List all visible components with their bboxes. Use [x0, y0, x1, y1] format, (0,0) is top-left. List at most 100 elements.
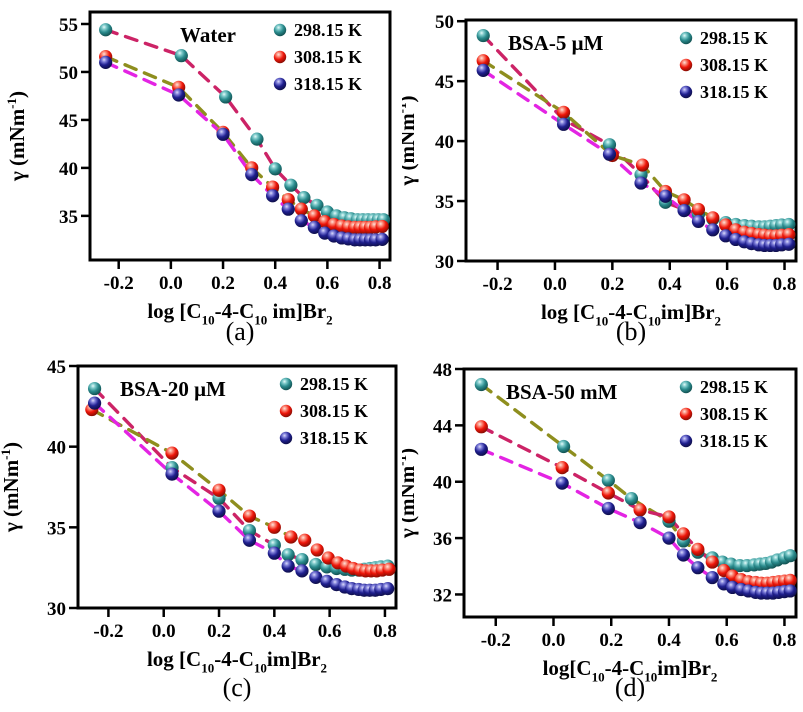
data-point — [719, 218, 733, 232]
data-point — [172, 88, 186, 102]
y-tick-label: 30 — [435, 252, 454, 273]
data-point — [307, 220, 321, 234]
data-point — [476, 63, 490, 77]
data-point — [556, 105, 571, 119]
data-point — [557, 439, 571, 454]
data-point — [633, 503, 647, 517]
y-axis-label: γ (mNm-1) — [402, 95, 419, 186]
trend-line-magenta — [481, 68, 715, 232]
data-point — [662, 510, 676, 524]
subplot-a-chart: -0.2 0.0 0.2 0.4 0.6 0.8 35 40 45 50 55 Water 298.15… — [4, 10, 392, 346]
y-tick-label: 36 — [433, 529, 452, 550]
data-point — [250, 132, 264, 146]
x-tick-label: -0.2 — [93, 621, 123, 642]
data-point — [635, 158, 650, 172]
x-tick-label: 0.8 — [773, 630, 797, 651]
legend-label: 308.15 K — [700, 404, 768, 424]
data-point — [624, 492, 639, 506]
x-tick-label: 0.2 — [599, 630, 623, 651]
data-point — [783, 584, 797, 598]
data-point — [474, 420, 488, 434]
legend-marker-298.15K — [679, 380, 693, 394]
trend-line-crimson — [479, 425, 714, 564]
legend-label: 298.15 K — [700, 28, 768, 48]
data-point — [295, 564, 309, 578]
x-tick-label: 0.4 — [263, 273, 287, 294]
y-tick-label: 45 — [435, 72, 454, 93]
subplot-a-title: Water — [180, 23, 236, 47]
subplot-a: -0.2 0.0 0.2 0.4 0.6 0.8 35 40 45 50 55 Water 298.15… — [0, 0, 401, 356]
data-point — [266, 189, 280, 203]
x-tick-label: 0.8 — [368, 273, 392, 294]
data-point — [294, 202, 308, 216]
data-point — [242, 523, 257, 538]
y-tick-label: 55 — [59, 15, 78, 36]
plot-frame — [76, 364, 398, 610]
data-point — [281, 202, 295, 216]
x-tick-label: 0.2 — [207, 621, 231, 642]
legend-label: 298.15 K — [300, 374, 368, 394]
legend-marker-298.15K — [679, 31, 693, 45]
series-points-318.15K — [87, 396, 395, 597]
x-tick-label: 0.2 — [600, 274, 624, 295]
data-point — [556, 117, 571, 131]
plot-frame — [88, 10, 392, 262]
data-point — [677, 204, 691, 218]
y-tick-label: 50 — [59, 63, 78, 84]
x-tick-label: 0.8 — [773, 274, 797, 295]
data-point — [658, 189, 673, 203]
legend-marker-308.15K — [679, 58, 693, 72]
y-tick-label: 30 — [47, 599, 66, 620]
x-axis-label: log [C10-4-C10im]Br2 — [541, 300, 721, 328]
x-tick-label: 0.0 — [152, 621, 176, 642]
data-point — [309, 557, 323, 572]
x-axis-label: log[C10-4-C10im]Br2 — [543, 656, 718, 684]
data-point — [242, 509, 257, 523]
subplot-b-caption: (b) — [616, 317, 646, 346]
data-point — [706, 223, 720, 237]
series-points-318.15K — [99, 55, 389, 247]
data-point — [267, 520, 281, 534]
x-tick-label: 0.8 — [373, 621, 397, 642]
data-point — [633, 515, 647, 530]
legend-label: 308.15 K — [300, 401, 368, 421]
subplot-b: -0.2 0.0 0.2 0.4 0.6 0.8 30 35 40 45 50 BSA-5 μM 298… — [394, 0, 803, 356]
x-tick-label: 0.4 — [657, 630, 681, 651]
y-tick-label: 32 — [433, 585, 452, 606]
legend-label: 318.15 K — [700, 82, 768, 102]
trend-line-magenta — [479, 447, 714, 580]
data-point — [691, 202, 706, 217]
y-tick-label: 40 — [47, 438, 66, 459]
legend-marker-308.15K — [279, 404, 293, 418]
legend-marker-298.15K — [279, 377, 293, 391]
data-point — [87, 381, 102, 396]
data-point — [601, 486, 615, 500]
data-point — [307, 209, 321, 223]
x-tick-label: -0.2 — [481, 630, 511, 651]
x-axis-label: log [C10-4-C10im]Br2 — [147, 647, 327, 675]
data-point — [783, 549, 797, 563]
legend-label: 298.15 K — [700, 377, 768, 397]
data-point — [165, 446, 179, 460]
trend-line-crimson — [481, 33, 715, 221]
data-point — [212, 483, 226, 497]
trend-line-olive — [103, 54, 317, 218]
data-point — [174, 49, 188, 63]
data-point — [474, 442, 488, 456]
data-point — [476, 28, 490, 43]
legend-label: 308.15 K — [700, 55, 768, 75]
data-point — [295, 553, 309, 567]
data-point — [676, 527, 691, 541]
series-points-318.15K — [474, 442, 797, 600]
data-point — [691, 542, 705, 556]
x-tick-label: 0.6 — [318, 621, 342, 642]
legend-label: 298.15 K — [294, 20, 362, 40]
legend-label: 318.15 K — [300, 428, 368, 448]
y-tick-label: 35 — [47, 518, 66, 539]
x-tick-label: 0.6 — [715, 630, 739, 651]
plot-frame — [462, 367, 798, 619]
y-axis-label: γ (mNm-1) — [0, 442, 23, 533]
data-point — [219, 90, 233, 104]
data-point — [87, 396, 102, 410]
